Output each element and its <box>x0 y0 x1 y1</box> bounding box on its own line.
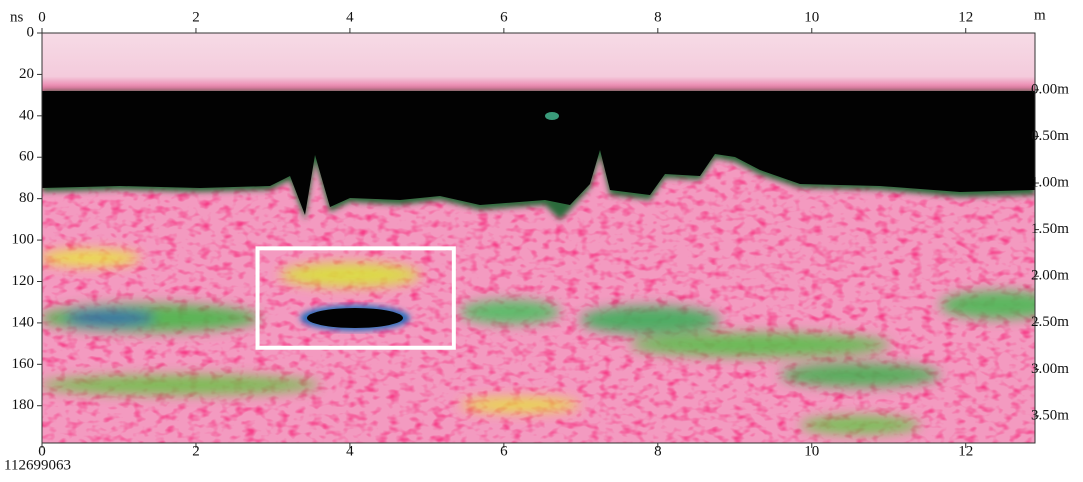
y2-tick-label: 0.00m <box>1031 81 1069 97</box>
x-tick-label-top: 2 <box>192 9 200 25</box>
x-tick-label-top: 0 <box>38 9 46 25</box>
x-tick-label-bottom: 4 <box>346 443 354 459</box>
y2-tick-label: 3.00m <box>1031 361 1069 377</box>
x-tick-label-bottom: 0 <box>38 443 46 459</box>
caption: 112699063 <box>4 457 71 473</box>
chart: ns m 112699063 0022446688101012120204060… <box>0 0 1083 477</box>
x-tick-label-bottom: 12 <box>958 443 973 459</box>
x-tick-label-bottom: 8 <box>654 443 662 459</box>
y-tick-label: 80 <box>19 190 34 206</box>
x-unit-label: m <box>1034 7 1046 23</box>
y-tick-label: 120 <box>12 273 35 289</box>
x-tick-label-top: 6 <box>500 9 508 25</box>
x-tick-label-top: 12 <box>958 9 973 25</box>
y2-tick-label: 1.00m <box>1031 174 1069 190</box>
y-tick-label: 40 <box>19 107 34 123</box>
x-tick-label-top: 4 <box>346 9 354 25</box>
x-tick-label-bottom: 10 <box>804 443 819 459</box>
y-tick-label: 180 <box>12 397 35 413</box>
y-tick-label: 100 <box>12 232 35 248</box>
x-tick-label-bottom: 6 <box>500 443 508 459</box>
y2-tick-label: 1.50m <box>1031 221 1069 237</box>
y-tick-label: 160 <box>12 356 35 372</box>
y-unit-label: ns <box>10 9 24 25</box>
y2-tick-label: 2.00m <box>1031 268 1069 284</box>
y-tick-label: 20 <box>19 66 34 82</box>
y-tick-label: 0 <box>27 24 35 40</box>
y2-tick-label: 0.50m <box>1031 128 1069 144</box>
y-tick-label: 140 <box>12 314 35 330</box>
radargram-image <box>40 33 1060 443</box>
y2-tick-label: 3.50m <box>1031 407 1069 423</box>
x-tick-label-top: 10 <box>804 9 819 25</box>
y2-tick-label: 2.50m <box>1031 314 1069 330</box>
y-tick-label: 60 <box>19 149 34 165</box>
x-tick-label-top: 8 <box>654 9 662 25</box>
x-tick-label-bottom: 2 <box>192 443 200 459</box>
